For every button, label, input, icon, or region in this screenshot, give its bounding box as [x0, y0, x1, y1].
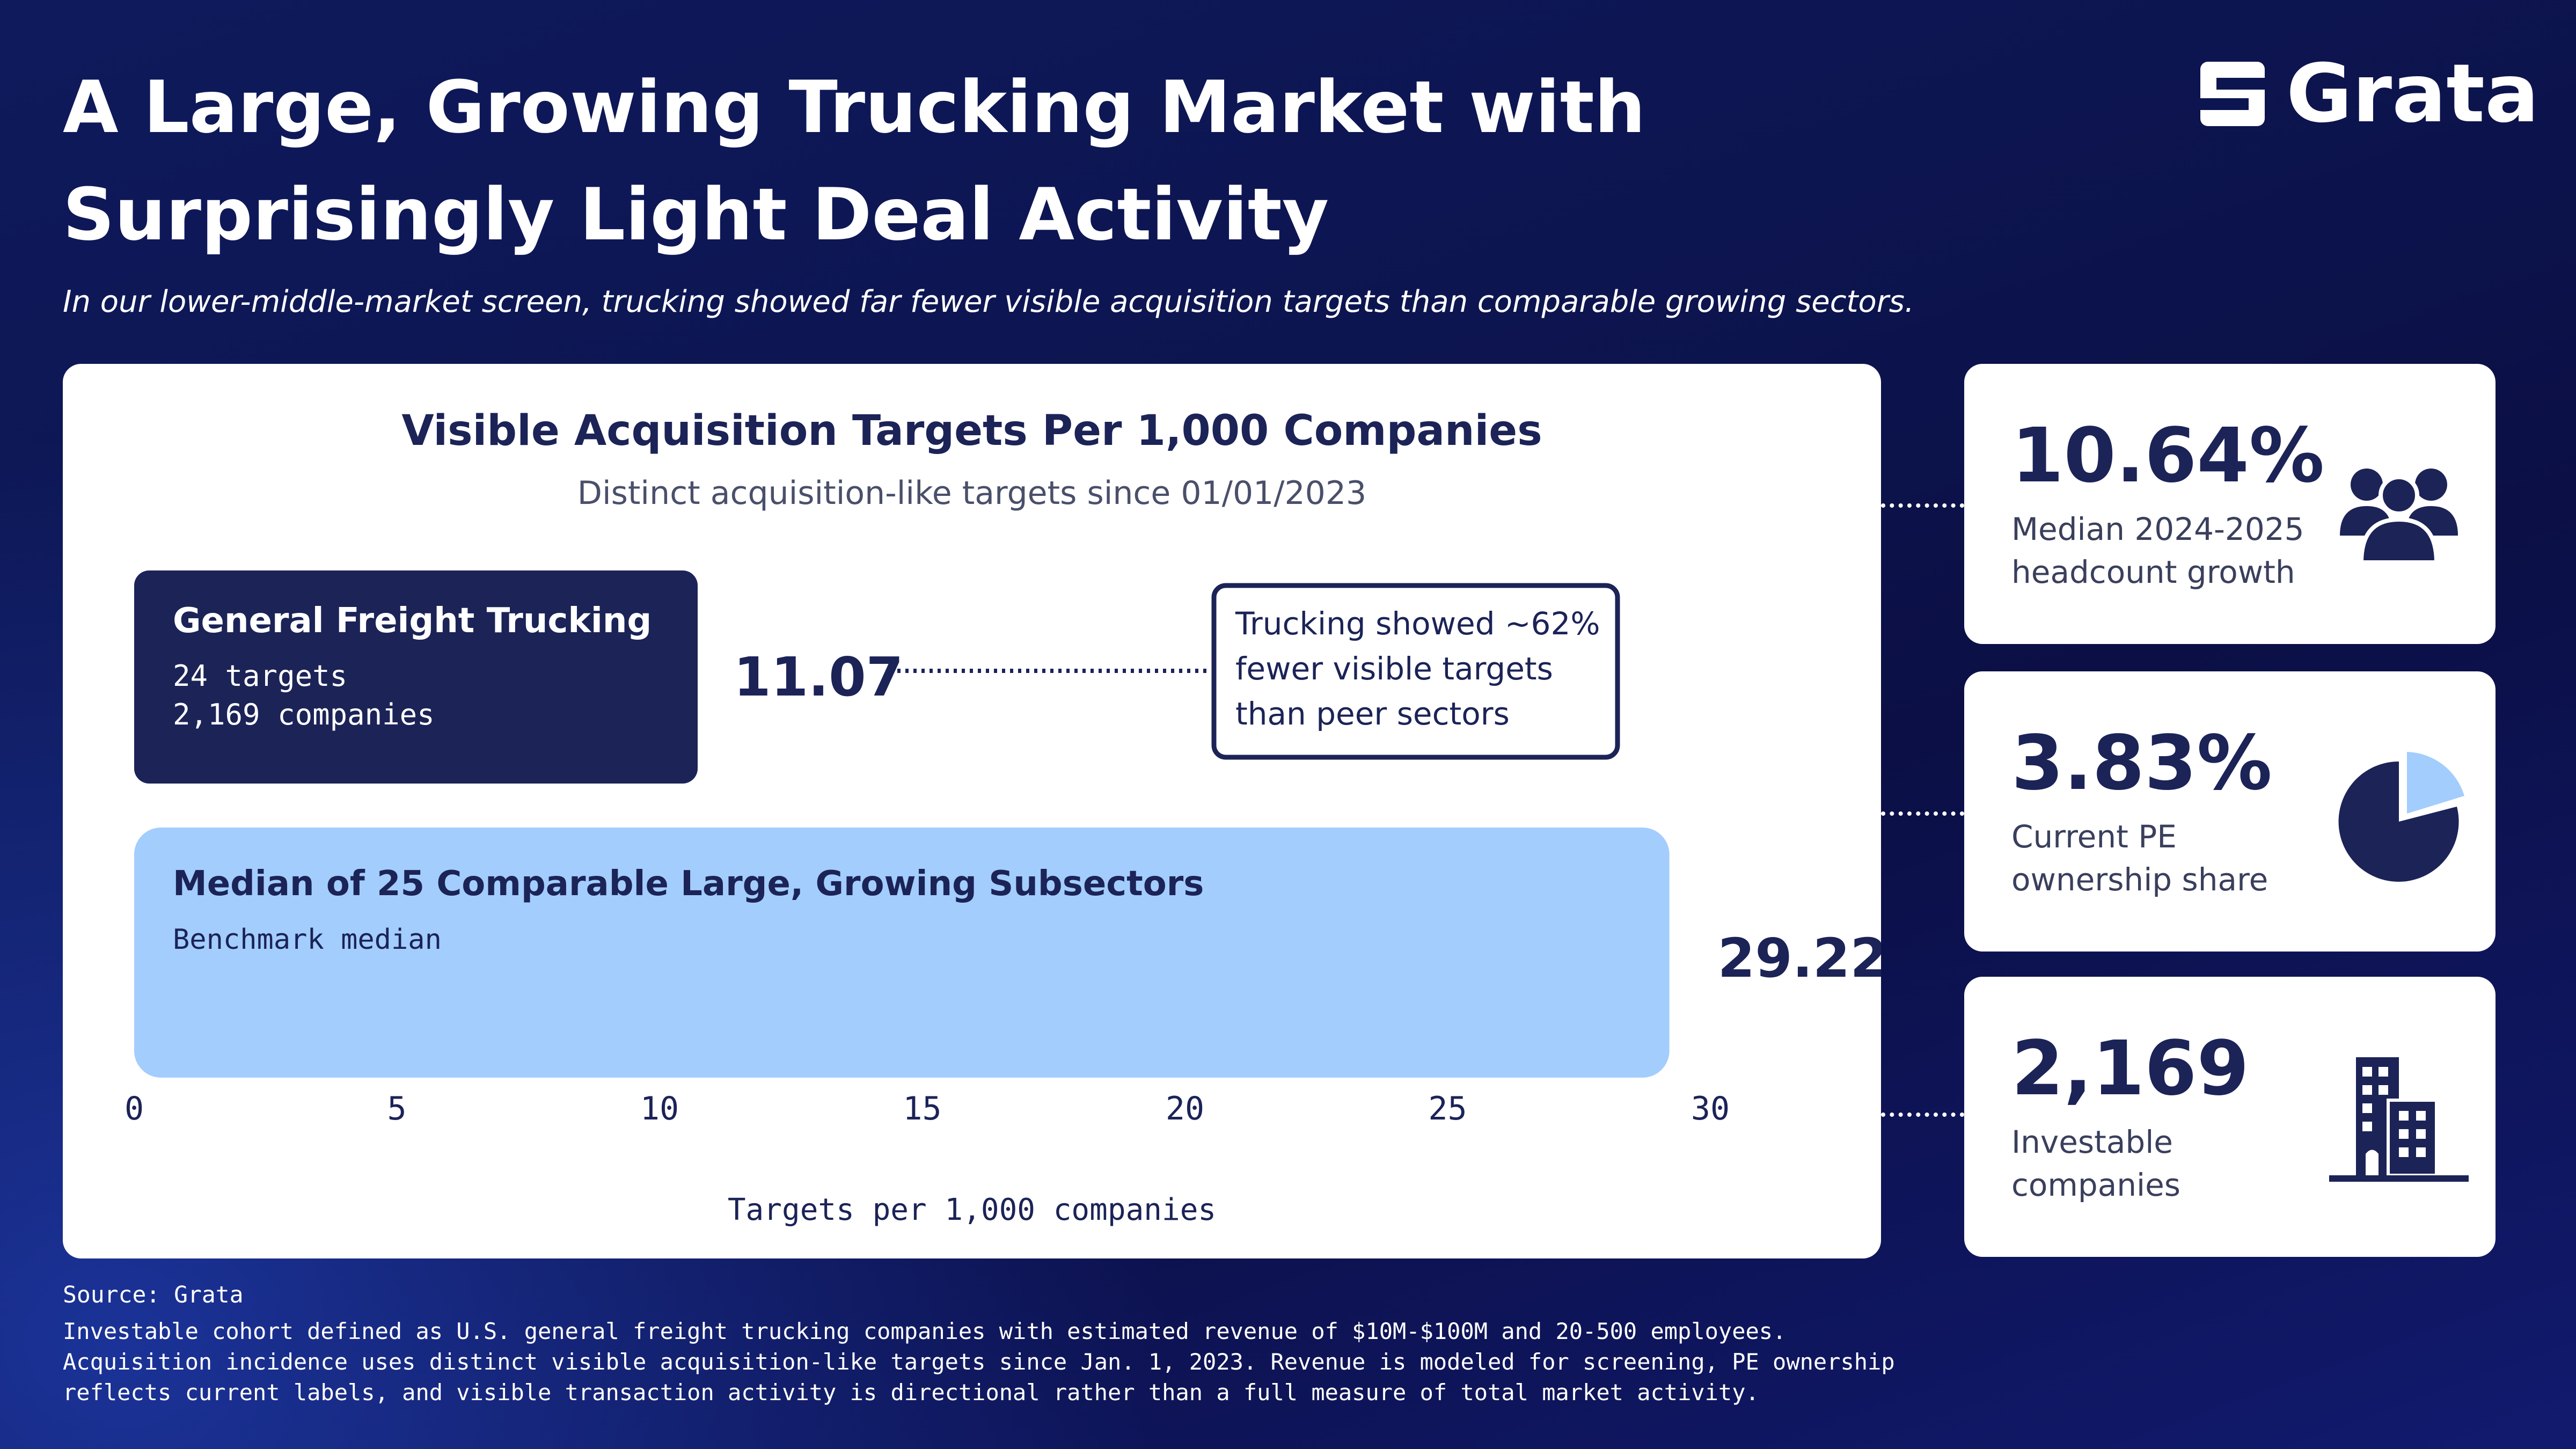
- methodology-note-line: Acquisition incidence uses distinct visi…: [63, 1349, 1895, 1375]
- annotation-line-3: than peer sectors: [1235, 696, 1510, 732]
- page-title-line-1: A Large, Growing Trucking Market with: [63, 65, 1646, 149]
- stat-label-investable-companies: Investable companies: [2011, 1121, 2333, 1206]
- bar-label-general-freight-trucking: General Freight Trucking: [173, 601, 652, 641]
- chart-subtitle: Distinct acquisition-like targets since …: [577, 474, 1367, 512]
- stat-label-line: Median 2024-2025: [2011, 511, 2304, 547]
- connector-headcount: [1881, 503, 1964, 508]
- bar-label-median-comparable-subsectors: Median of 25 Comparable Large, Growing S…: [173, 864, 1204, 904]
- data-label-median-comparable-subsectors: 29.22: [1718, 927, 1881, 990]
- x-tick-label: 5: [387, 1090, 406, 1128]
- chart-title: Visible Acquisition Targets Per 1,000 Co…: [401, 407, 1542, 455]
- connector-pe-share: [1881, 811, 1964, 816]
- stat-label-headcount-growth: Median 2024-2025 headcount growth: [2011, 508, 2333, 594]
- stat-label-line: Current PE: [2011, 818, 2177, 855]
- page-title-line-2: Surprisingly Light Deal Activity: [63, 173, 1329, 257]
- bar-detail-benchmark-median: Benchmark median: [173, 924, 442, 956]
- bar-detail-targets: 24 targets: [173, 659, 347, 693]
- people-icon: [2340, 469, 2458, 562]
- buildings-icon: [2329, 1057, 2469, 1182]
- grata-logo: Grata: [2200, 47, 2539, 141]
- x-tick-label: 15: [903, 1090, 941, 1128]
- stat-value-headcount-growth: 10.64%: [2011, 412, 2325, 500]
- stat-card-investable-companies: 2,169 Investable companies: [1964, 977, 2496, 1257]
- bar-detail-companies: 2,169 companies: [173, 698, 435, 731]
- source-note: Source: Grata: [63, 1282, 244, 1308]
- x-tick-label: 20: [1166, 1090, 1204, 1128]
- page-subtitle: In our lower-middle-market screen, truck…: [63, 284, 1914, 319]
- stat-card-headcount-growth: 10.64% Median 2024-2025 headcount growth: [1964, 364, 2496, 644]
- x-tick-label: 30: [1691, 1090, 1730, 1128]
- data-label-general-freight-trucking: 11.07: [734, 646, 903, 708]
- x-tick-label: 10: [640, 1090, 679, 1128]
- bar-median-comparable-subsectors: [134, 828, 1670, 1078]
- stat-label-line: companies: [2011, 1167, 2181, 1203]
- pie-chart-icon: [2338, 752, 2464, 882]
- page-title: A Large, Growing Trucking Market with Su…: [63, 54, 1673, 268]
- annotation-box: [1211, 583, 1620, 760]
- x-axis-label: Targets per 1,000 companies: [728, 1192, 1216, 1227]
- annotation-line-1: Trucking showed ~62%: [1235, 605, 1600, 642]
- stat-label-line: ownership share: [2011, 861, 2268, 898]
- methodology-note-line: Investable cohort defined as U.S. genera…: [63, 1318, 1787, 1344]
- stat-label-line: Investable: [2011, 1124, 2173, 1160]
- annotation-line-2: fewer visible targets: [1235, 650, 1553, 687]
- stat-card-pe-ownership: 3.83% Current PE ownership share: [1964, 671, 2496, 952]
- chart-card: Visible Acquisition Targets Per 1,000 Co…: [63, 364, 1881, 1258]
- x-tick-label: 0: [125, 1090, 144, 1128]
- methodology-notes: Investable cohort defined as U.S. genera…: [63, 1316, 2478, 1408]
- stat-label-pe-ownership: Current PE ownership share: [2011, 815, 2333, 901]
- bar-chart: General Freight Trucking 24 targets 2,16…: [125, 570, 1881, 1227]
- connector-companies: [1881, 1113, 1964, 1117]
- x-tick-label: 25: [1428, 1090, 1467, 1128]
- bar-general-freight-trucking: [134, 570, 698, 784]
- x-axis-ticks: 0 5 10 15 20 25 30: [125, 1090, 1730, 1128]
- stat-value-investable-companies: 2,169: [2011, 1025, 2249, 1113]
- methodology-note-line: reflects current labels, and visible tra…: [63, 1379, 1759, 1406]
- grata-logo-icon: [2200, 62, 2265, 126]
- grata-logo-text: Grata: [2286, 47, 2540, 141]
- stat-label-line: headcount growth: [2011, 554, 2295, 590]
- stat-value-pe-ownership: 3.83%: [2011, 720, 2272, 807]
